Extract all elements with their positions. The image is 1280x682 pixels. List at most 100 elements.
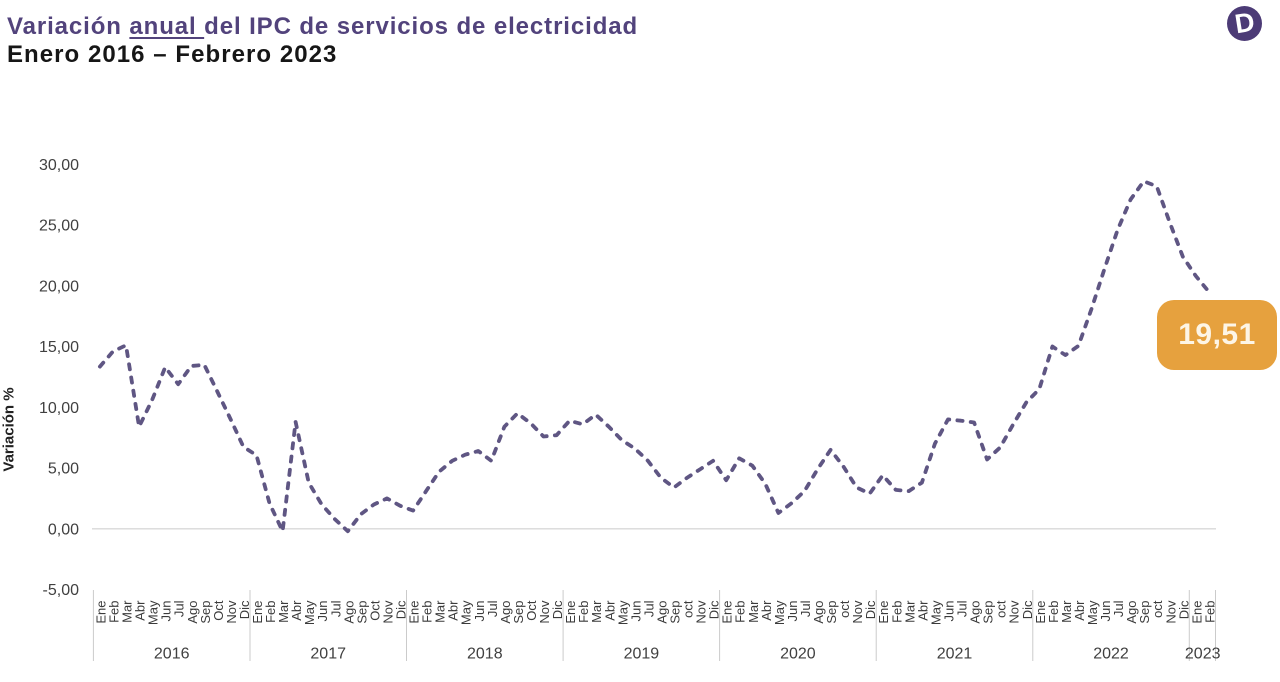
- svg-text:Dic: Dic: [1020, 600, 1035, 619]
- svg-text:Ago: Ago: [185, 601, 200, 624]
- svg-text:Nov: Nov: [1163, 600, 1178, 624]
- svg-text:Ene: Ene: [407, 601, 422, 624]
- svg-text:Feb: Feb: [733, 601, 748, 623]
- svg-text:Jun: Jun: [472, 601, 487, 622]
- svg-text:Oct: Oct: [524, 600, 539, 621]
- svg-text:Ene: Ene: [1189, 601, 1204, 624]
- svg-text:Jun: Jun: [315, 601, 330, 622]
- svg-text:Feb: Feb: [107, 601, 122, 623]
- svg-text:Dic: Dic: [707, 600, 722, 619]
- svg-text:Sep: Sep: [198, 601, 213, 624]
- svg-text:May: May: [1085, 600, 1100, 625]
- svg-text:30,00: 30,00: [39, 157, 79, 174]
- svg-text:Sep: Sep: [354, 601, 369, 624]
- svg-text:Mar: Mar: [276, 600, 291, 623]
- svg-text:Jun: Jun: [628, 601, 643, 622]
- svg-text:0,00: 0,00: [48, 521, 79, 538]
- svg-text:Sep: Sep: [511, 601, 526, 624]
- svg-text:2019: 2019: [624, 646, 660, 663]
- svg-text:Dic: Dic: [1176, 600, 1191, 619]
- svg-text:Abr: Abr: [759, 600, 774, 621]
- svg-text:2022: 2022: [1093, 646, 1129, 663]
- svg-text:oct: oct: [837, 600, 852, 618]
- svg-text:oct: oct: [994, 600, 1009, 618]
- svg-text:Mar: Mar: [120, 600, 135, 623]
- svg-text:Feb: Feb: [889, 601, 904, 623]
- svg-text:Mar: Mar: [1059, 600, 1074, 623]
- svg-text:Jul: Jul: [955, 600, 970, 617]
- svg-text:2016: 2016: [154, 646, 190, 663]
- svg-text:Abr: Abr: [602, 600, 617, 621]
- svg-text:Abr: Abr: [915, 600, 930, 621]
- svg-text:Dic: Dic: [394, 600, 409, 619]
- svg-text:Ago: Ago: [1124, 601, 1139, 624]
- svg-text:Oct: Oct: [367, 600, 382, 621]
- svg-text:Jul: Jul: [798, 600, 813, 617]
- svg-text:Sep: Sep: [1137, 601, 1152, 624]
- svg-text:Nov: Nov: [224, 600, 239, 624]
- svg-text:Ago: Ago: [968, 601, 983, 624]
- svg-text:Jul: Jul: [172, 600, 187, 617]
- svg-text:20,00: 20,00: [39, 278, 79, 295]
- svg-text:Mar: Mar: [902, 600, 917, 623]
- svg-text:Abr: Abr: [289, 600, 304, 621]
- svg-text:-5,00: -5,00: [43, 582, 80, 599]
- svg-text:Mar: Mar: [589, 600, 604, 623]
- svg-text:Feb: Feb: [1202, 601, 1217, 623]
- svg-text:Ene: Ene: [876, 601, 891, 624]
- svg-text:2018: 2018: [467, 646, 503, 663]
- svg-text:2017: 2017: [310, 646, 346, 663]
- svg-text:Nov: Nov: [537, 600, 552, 624]
- svg-text:Nov: Nov: [694, 600, 709, 624]
- svg-text:Feb: Feb: [576, 601, 591, 623]
- svg-text:Ago: Ago: [341, 601, 356, 624]
- svg-text:May: May: [772, 600, 787, 625]
- svg-text:Dic: Dic: [237, 600, 252, 619]
- svg-text:Nov: Nov: [381, 600, 396, 624]
- svg-text:Nov: Nov: [1007, 600, 1022, 624]
- svg-text:May: May: [459, 600, 474, 625]
- svg-text:Jun: Jun: [942, 601, 957, 622]
- svg-text:oct: oct: [1150, 600, 1165, 618]
- svg-text:May: May: [302, 600, 317, 625]
- svg-text:Ago: Ago: [654, 601, 669, 624]
- svg-text:Jun: Jun: [785, 601, 800, 622]
- svg-text:Jul: Jul: [485, 600, 500, 617]
- svg-text:Ago: Ago: [811, 601, 826, 624]
- svg-text:Jun: Jun: [1098, 601, 1113, 622]
- svg-text:Feb: Feb: [420, 601, 435, 623]
- svg-text:Nov: Nov: [850, 600, 865, 624]
- svg-text:Oct: Oct: [211, 600, 226, 621]
- svg-text:5,00: 5,00: [48, 461, 79, 478]
- svg-text:Ene: Ene: [563, 601, 578, 624]
- svg-text:10,00: 10,00: [39, 400, 79, 417]
- svg-text:Abr: Abr: [133, 600, 148, 621]
- svg-text:Abr: Abr: [446, 600, 461, 621]
- svg-text:2023: 2023: [1185, 646, 1221, 663]
- svg-text:Dic: Dic: [550, 600, 565, 619]
- svg-text:2021: 2021: [937, 646, 973, 663]
- svg-text:Dic: Dic: [863, 600, 878, 619]
- svg-text:Sep: Sep: [981, 601, 996, 624]
- svg-text:May: May: [146, 600, 161, 625]
- svg-text:15,00: 15,00: [39, 339, 79, 356]
- svg-text:oct: oct: [681, 600, 696, 618]
- svg-text:Sep: Sep: [668, 601, 683, 624]
- svg-text:Mar: Mar: [746, 600, 761, 623]
- svg-text:Mar: Mar: [433, 600, 448, 623]
- svg-text:Jun: Jun: [159, 601, 174, 622]
- svg-text:May: May: [615, 600, 630, 625]
- svg-text:Jul: Jul: [641, 600, 656, 617]
- svg-text:May: May: [928, 600, 943, 625]
- svg-text:Ene: Ene: [250, 601, 265, 624]
- svg-text:Ene: Ene: [720, 601, 735, 624]
- svg-text:Ene: Ene: [93, 601, 108, 624]
- svg-text:Jul: Jul: [1111, 600, 1126, 617]
- svg-text:Ene: Ene: [1033, 601, 1048, 624]
- svg-text:Jul: Jul: [328, 600, 343, 617]
- svg-text:Ago: Ago: [498, 601, 513, 624]
- svg-text:25,00: 25,00: [39, 218, 79, 235]
- svg-text:Feb: Feb: [1046, 601, 1061, 623]
- svg-text:Sep: Sep: [824, 601, 839, 624]
- svg-text:Abr: Abr: [1072, 600, 1087, 621]
